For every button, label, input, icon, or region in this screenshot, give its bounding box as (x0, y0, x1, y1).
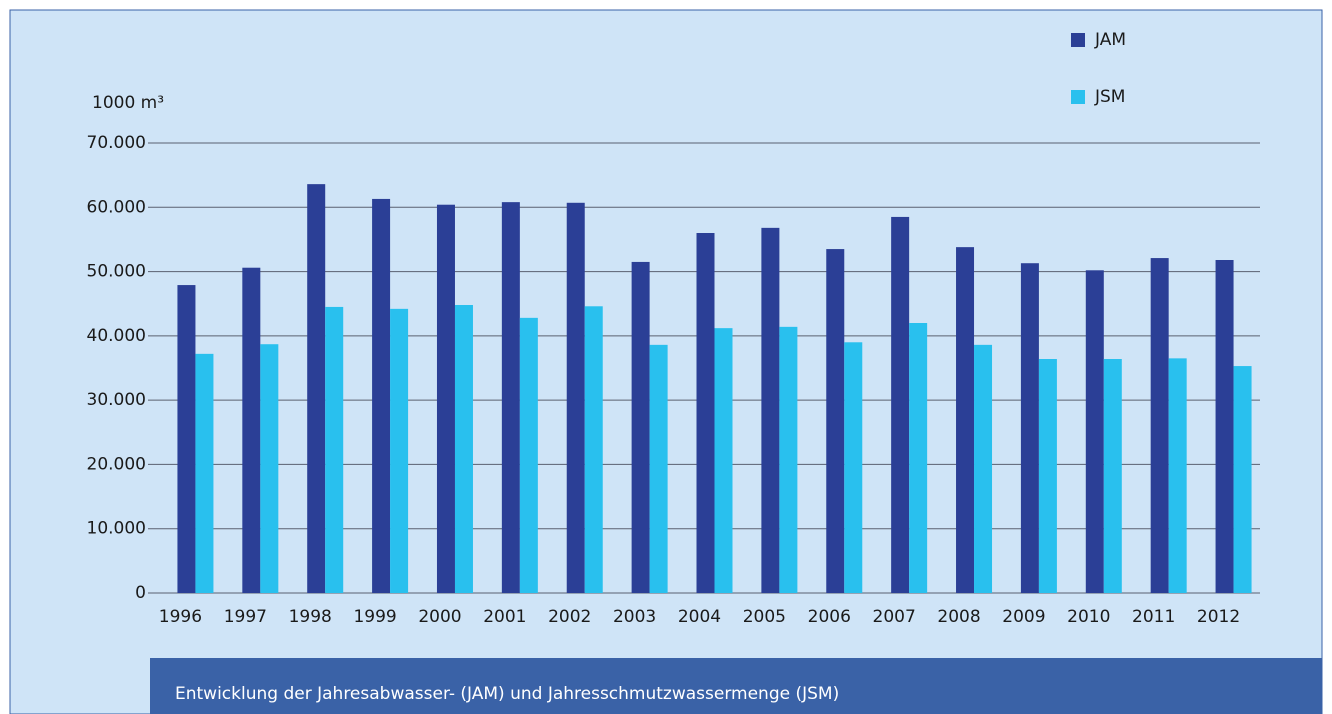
bar (1215, 260, 1234, 593)
y-tick-label: 10.000 (87, 519, 146, 539)
bar (584, 306, 603, 593)
y-tick-label: 30.000 (87, 390, 146, 410)
y-tick-label: 0 (135, 583, 146, 603)
x-tick-label: 1996 (159, 607, 202, 627)
bar (1150, 258, 1169, 593)
bar (714, 328, 733, 593)
bar (891, 216, 910, 593)
x-tick-label: 2002 (548, 607, 591, 627)
x-tick-label: 2000 (418, 607, 461, 627)
bar (501, 202, 520, 593)
bar (195, 353, 214, 593)
bar (974, 344, 993, 593)
bar (909, 323, 928, 593)
x-tick-label: 2005 (743, 607, 786, 627)
bar (519, 317, 538, 593)
y-tick-label: 70.000 (87, 133, 146, 153)
bar (260, 344, 279, 593)
x-tick-label: 2003 (613, 607, 656, 627)
y-tick-label: 60.000 (87, 197, 146, 217)
bar (1233, 366, 1252, 593)
legend-swatch (1071, 90, 1085, 104)
bar (779, 326, 798, 593)
legend-label: JAM (1094, 30, 1126, 50)
bar (454, 305, 473, 593)
x-tick-label: 1999 (353, 607, 396, 627)
bar (436, 204, 455, 593)
bar (390, 308, 409, 593)
y-tick-label: 20.000 (87, 454, 146, 474)
x-tick-label: 2007 (873, 607, 916, 627)
x-tick-label: 2010 (1067, 607, 1110, 627)
chart-title: Entwicklung der Jahresabwasser- (JAM) un… (175, 684, 839, 704)
y-tick-label: 50.000 (87, 262, 146, 282)
bar (826, 249, 845, 594)
caption-bar (150, 658, 1322, 714)
bar (696, 233, 715, 593)
x-tick-label: 2009 (1002, 607, 1045, 627)
bar (177, 285, 196, 593)
bar (956, 247, 975, 593)
bar (372, 198, 391, 593)
x-tick-label: 2006 (808, 607, 851, 627)
bar (325, 306, 344, 593)
bar (1020, 263, 1039, 593)
bar (242, 267, 261, 593)
bar (1168, 358, 1187, 593)
bar (649, 344, 668, 593)
legend-swatch (1071, 33, 1085, 47)
x-tick-label: 2012 (1197, 607, 1240, 627)
x-tick-label: 2011 (1132, 607, 1175, 627)
y-axis-label: 1000 m³ (92, 93, 164, 113)
bar (1103, 359, 1122, 593)
bar (1085, 270, 1104, 593)
x-tick-label: 1997 (224, 607, 267, 627)
x-tick-label: 2001 (483, 607, 526, 627)
x-tick-label: 2008 (937, 607, 980, 627)
bar (566, 202, 585, 594)
legend-label: JSM (1094, 87, 1125, 107)
bar (307, 184, 326, 593)
x-tick-label: 2004 (678, 607, 721, 627)
y-tick-label: 40.000 (87, 326, 146, 346)
bar (1038, 359, 1057, 593)
bar (844, 342, 863, 593)
bar (631, 261, 650, 593)
bar (761, 227, 780, 593)
x-tick-label: 1998 (289, 607, 332, 627)
